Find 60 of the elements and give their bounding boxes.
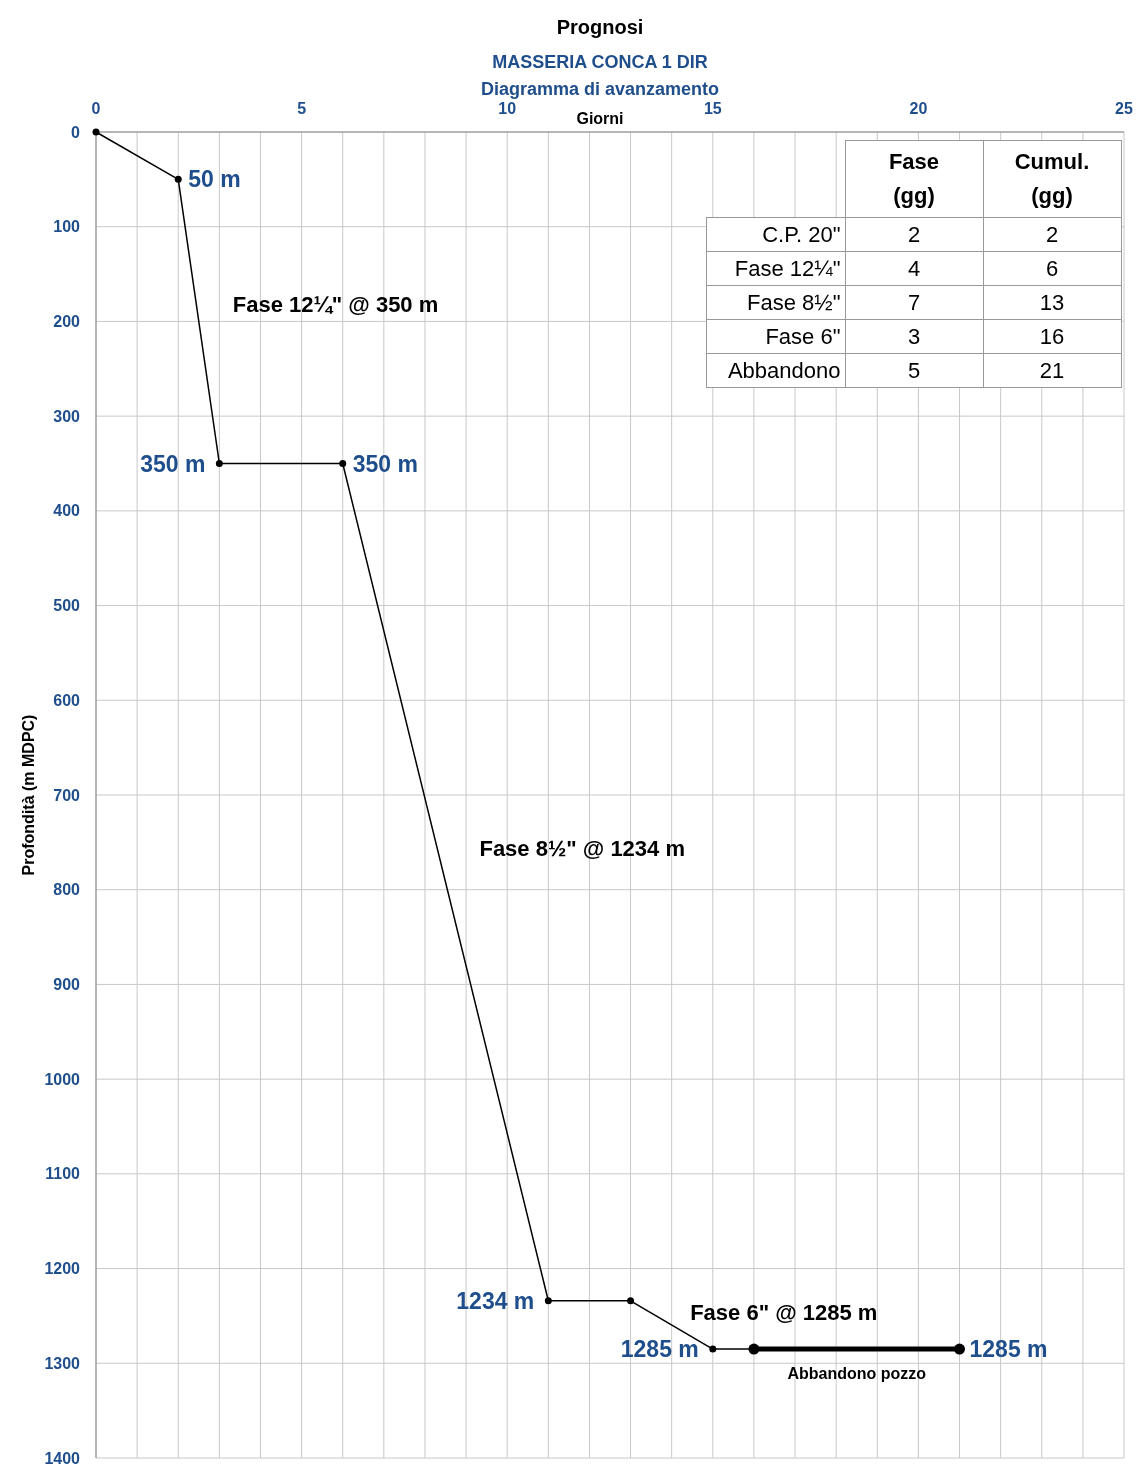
annotation: 350 m [140,450,206,477]
x-tick-label: 15 [703,100,722,117]
annotation: 1234 m [456,1287,535,1314]
annotation: 13 [983,285,1121,320]
y-tick-label: 1100 [45,1165,81,1183]
annotation: Abbandono [706,353,845,388]
annotation: 1285 m [969,1336,1048,1363]
annotation: 350 m [352,450,418,477]
y-tick-label: 400 [53,502,81,520]
point [709,1345,717,1353]
y-tick-label: 1300 [44,1354,81,1372]
annotation: 2 [845,217,983,252]
point [174,175,182,183]
annotation: Fase 6" @ 1285 m [690,1299,878,1325]
y-tick-label: 700 [53,786,81,804]
point [627,1297,635,1305]
annotation: 16 [983,319,1121,354]
y-tick-label: 500 [53,597,81,615]
annotation: Cumul. (gg) [1013,148,1091,210]
x-tick-label: 5 [297,100,307,117]
point [339,460,347,467]
annotation: 3 [845,319,983,354]
point [92,128,100,136]
x-tick-label: 20 [909,100,928,117]
point [954,1343,966,1355]
y-tick-label: 600 [53,691,81,709]
chart-title: Prognosi [556,16,644,38]
annotation: 7 [845,285,983,320]
point [544,1297,552,1305]
annotation: 2 [983,217,1121,252]
annotation: 21 [983,353,1121,388]
annotation: Fase 8½" [706,285,845,320]
y-tick-label: 100 [53,218,81,236]
annotation: 50 m [188,166,241,193]
x-tick-label: 25 [1115,100,1133,117]
x-tick-label: 0 [91,100,101,117]
annotation: 6 [983,251,1121,286]
chart-subtitle: MASSERIA CONCA 1 DIR Diagramma di avanzamento [480,52,720,99]
x-axis-title: Giorni [576,110,624,127]
y-tick-label: 1400 [44,1449,81,1467]
y-tick-label: 800 [53,881,81,899]
x-tick-label: 10 [498,100,517,117]
y-axis-title: Profondità (m MDPC) [20,714,37,876]
annotation: Fase 8½" @ 1234 m [479,835,686,861]
annotation: Fase 12¼" @ 350 m [232,292,439,318]
annotation: 4 [845,251,983,286]
annotation: 1285 m [620,1336,699,1363]
annotation: Fase (gg) [887,148,941,210]
series-label: Abbandono pozzo [787,1365,927,1383]
annotation: Fase 12¼" [706,251,845,286]
y-tick-label: 1200 [44,1260,81,1278]
annotation: Fase 6" [706,319,845,354]
y-tick-label: 900 [53,976,81,994]
y-tick-label: 1000 [44,1070,81,1088]
annotation: 5 [845,353,983,388]
point [215,460,223,467]
y-tick-label: 200 [53,313,81,331]
y-tick-label: 0 [71,123,81,141]
annotation: C.P. 20" [706,217,845,252]
y-tick-label: 300 [53,407,81,425]
